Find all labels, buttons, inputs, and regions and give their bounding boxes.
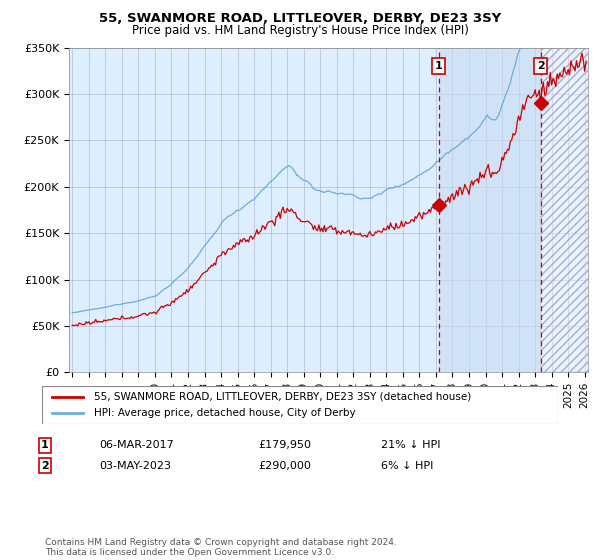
- Text: £179,950: £179,950: [258, 440, 311, 450]
- Text: 2: 2: [41, 461, 49, 471]
- Text: 6% ↓ HPI: 6% ↓ HPI: [381, 461, 433, 471]
- Text: 55, SWANMORE ROAD, LITTLEOVER, DERBY, DE23 3SY (detached house): 55, SWANMORE ROAD, LITTLEOVER, DERBY, DE…: [94, 391, 471, 402]
- Text: £290,000: £290,000: [258, 461, 311, 471]
- FancyBboxPatch shape: [42, 386, 558, 424]
- Text: 06-MAR-2017: 06-MAR-2017: [99, 440, 174, 450]
- Bar: [439, 48, 541, 372]
- Text: Contains HM Land Registry data © Crown copyright and database right 2024.
This d: Contains HM Land Registry data © Crown c…: [45, 538, 397, 557]
- Text: 55, SWANMORE ROAD, LITTLEOVER, DERBY, DE23 3SY: 55, SWANMORE ROAD, LITTLEOVER, DERBY, DE…: [99, 12, 501, 25]
- Bar: [541, 48, 600, 372]
- Bar: [541, 48, 600, 372]
- Text: 21% ↓ HPI: 21% ↓ HPI: [381, 440, 440, 450]
- Text: 1: 1: [435, 61, 443, 71]
- Text: Price paid vs. HM Land Registry's House Price Index (HPI): Price paid vs. HM Land Registry's House …: [131, 24, 469, 36]
- Text: 03-MAY-2023: 03-MAY-2023: [99, 461, 171, 471]
- Text: 1: 1: [41, 440, 49, 450]
- Bar: [541, 48, 600, 372]
- Text: 2: 2: [536, 61, 544, 71]
- Text: HPI: Average price, detached house, City of Derby: HPI: Average price, detached house, City…: [94, 408, 355, 418]
